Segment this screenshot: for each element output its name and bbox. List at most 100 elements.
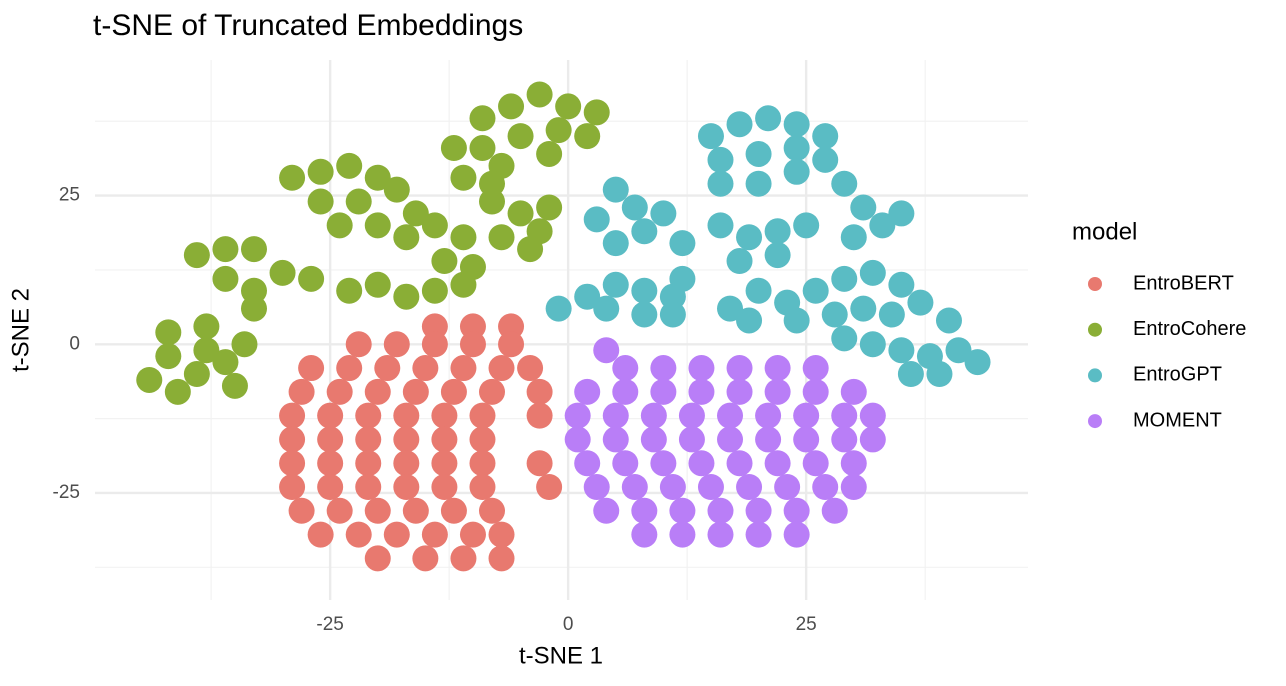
point	[402, 200, 429, 227]
point	[498, 93, 525, 120]
point	[736, 224, 763, 251]
point	[402, 497, 429, 524]
point	[498, 313, 525, 340]
point	[935, 307, 962, 334]
point	[745, 170, 772, 197]
point	[507, 123, 534, 150]
point	[459, 521, 486, 548]
point	[450, 164, 477, 191]
point	[212, 236, 239, 263]
point	[688, 378, 715, 405]
point	[459, 331, 486, 358]
point	[717, 402, 744, 429]
point	[412, 545, 439, 572]
point	[574, 378, 601, 405]
legend-label: EntroGPT	[1133, 364, 1222, 386]
point	[193, 313, 220, 340]
point	[688, 450, 715, 477]
x-tick-label: 0	[563, 614, 574, 635]
legend-marker	[1088, 277, 1102, 291]
point	[583, 206, 610, 233]
point	[726, 378, 753, 405]
point	[488, 355, 515, 382]
point	[231, 331, 258, 358]
point	[850, 194, 877, 221]
legend-marker	[1088, 414, 1102, 429]
point	[926, 361, 953, 388]
point	[783, 111, 810, 138]
point	[317, 474, 344, 501]
point	[697, 123, 724, 150]
point	[840, 224, 867, 251]
point	[336, 152, 363, 179]
point	[897, 361, 924, 388]
point	[774, 474, 801, 501]
point	[364, 545, 391, 572]
point	[450, 355, 477, 382]
point	[888, 200, 915, 227]
point	[783, 158, 810, 185]
point	[164, 378, 191, 405]
point	[602, 426, 629, 453]
point	[240, 295, 267, 322]
legend-marker	[1088, 322, 1102, 337]
point	[440, 135, 467, 162]
x-tick-label: 25	[796, 614, 817, 635]
point	[878, 301, 905, 328]
point	[526, 81, 553, 108]
point	[469, 474, 496, 501]
point	[517, 355, 544, 382]
point	[269, 259, 296, 286]
point	[336, 277, 363, 304]
point	[536, 140, 563, 167]
point	[393, 402, 420, 429]
point	[650, 355, 677, 382]
point	[907, 289, 934, 316]
point	[631, 218, 658, 245]
point	[812, 146, 839, 173]
point	[488, 545, 515, 572]
point	[574, 283, 601, 310]
point	[345, 521, 372, 548]
point	[155, 319, 182, 346]
point	[393, 426, 420, 453]
point	[364, 271, 391, 298]
point	[240, 277, 267, 304]
x-tick-label: -25	[316, 614, 343, 635]
legend-label: MOMENT	[1133, 409, 1222, 431]
point	[631, 277, 658, 304]
point	[650, 378, 677, 405]
point	[859, 426, 886, 453]
point	[850, 295, 877, 322]
point	[469, 105, 496, 132]
point	[536, 474, 563, 501]
point	[659, 474, 686, 501]
point	[669, 497, 696, 524]
point	[298, 265, 325, 292]
point	[736, 307, 763, 334]
point	[307, 158, 334, 185]
point	[726, 248, 753, 275]
point	[859, 402, 886, 429]
point	[602, 402, 629, 429]
point	[669, 265, 696, 292]
point	[793, 426, 820, 453]
point	[612, 378, 639, 405]
point	[831, 265, 858, 292]
point	[783, 307, 810, 334]
point	[469, 426, 496, 453]
chart-title: t-SNE of Truncated Embeddings	[93, 9, 523, 42]
point	[764, 378, 791, 405]
point	[793, 212, 820, 239]
point	[755, 105, 782, 132]
point	[526, 402, 553, 429]
series	[136, 81, 610, 405]
y-axis-title: t-SNE 2	[7, 288, 34, 372]
point	[593, 295, 620, 322]
legend-title: model	[1072, 218, 1137, 245]
point	[707, 497, 734, 524]
point	[745, 497, 772, 524]
point	[840, 474, 867, 501]
point	[612, 355, 639, 382]
point	[688, 355, 715, 382]
